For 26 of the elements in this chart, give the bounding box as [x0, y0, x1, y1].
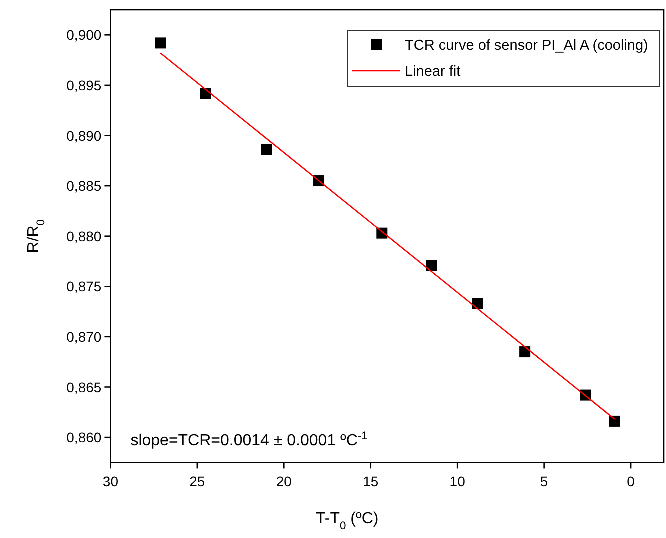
y-tick-label: 0,890 [66, 128, 102, 144]
y-tick-label: 0,870 [66, 328, 102, 345]
annotation: slope=TCR=0.0014 ± 0.0001 ºC$^{-1}$ [130, 430, 368, 450]
point [520, 346, 531, 358]
y-tick-label: 0,885 [66, 178, 102, 194]
x-tick-label: 5 [540, 474, 548, 490]
x-tick-label: 20 [276, 474, 292, 490]
y-tick-label: 0,880 [66, 228, 102, 244]
point [426, 260, 438, 272]
y-tick-label: 0,865 [66, 379, 102, 396]
x-tick-label: 15 [363, 474, 379, 490]
point [472, 298, 484, 310]
x-tick-label: 10 [450, 474, 466, 490]
legend-label: Linear fit [405, 64, 461, 80]
y-tick-label: 0,875 [66, 278, 102, 295]
y-tick-label: 0,895 [66, 77, 102, 94]
point [261, 144, 272, 156]
point [155, 38, 166, 49]
point [609, 416, 620, 427]
y-tick-label: 0,900 [66, 27, 102, 44]
x-tick-label: 25 [190, 474, 206, 490]
legend-label: TCR curve of sensor PI_Al A (cooling) [405, 38, 648, 54]
x-tick-label: 0 [627, 474, 636, 490]
x-tick-label: 30 [102, 474, 119, 490]
x-axis-title: T-T$_{0}$ (ºC) [316, 510, 379, 533]
y-tick-label: 0,860 [66, 430, 102, 446]
